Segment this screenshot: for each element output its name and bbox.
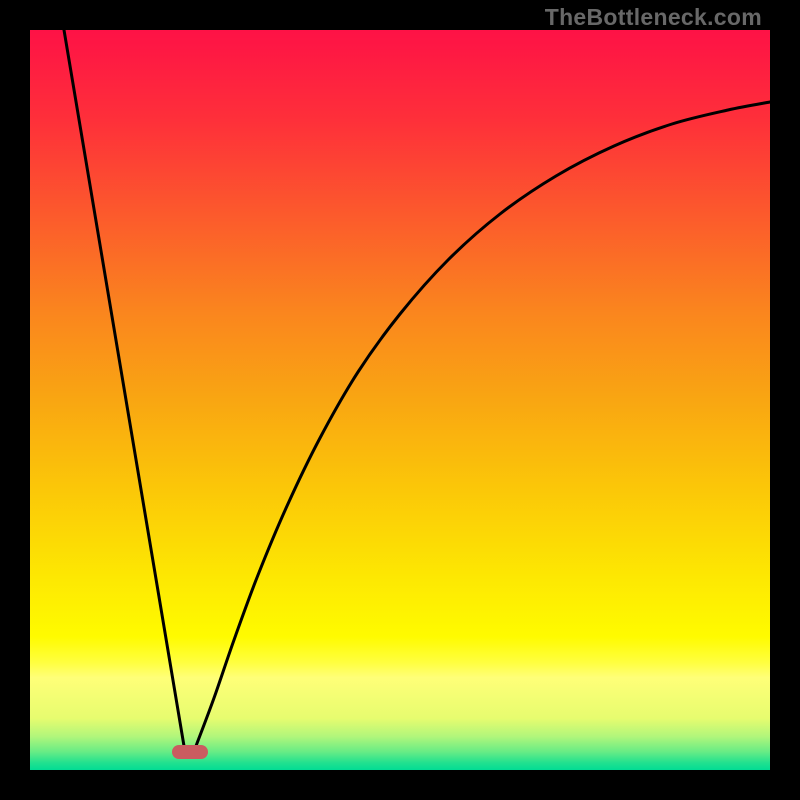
plot-area [0,0,800,800]
chart-frame: TheBottleneck.com [0,0,800,800]
bottleneck-marker [172,745,208,759]
